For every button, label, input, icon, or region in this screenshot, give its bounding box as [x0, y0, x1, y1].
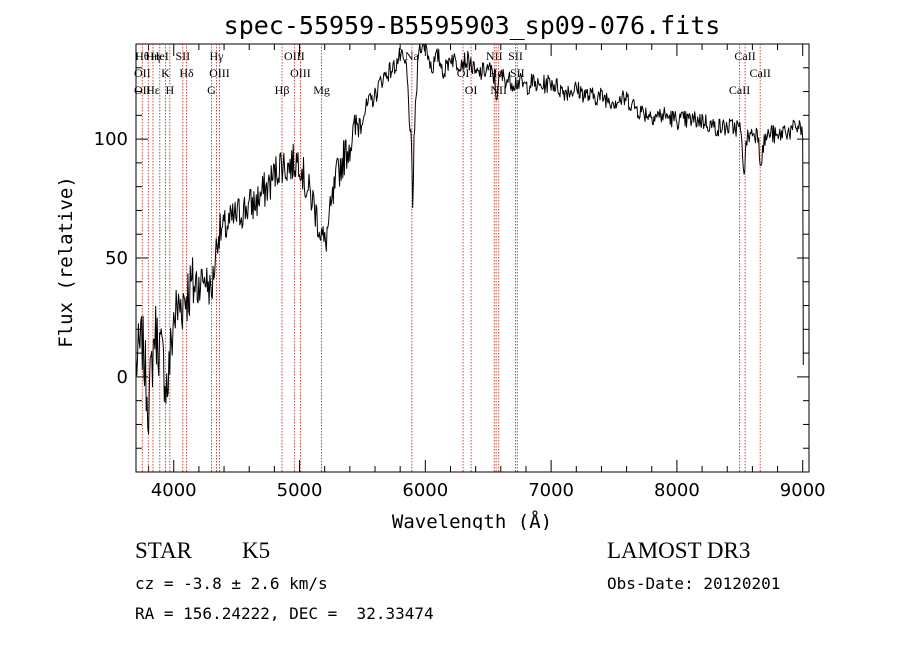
subclass-label: K5: [242, 538, 271, 563]
redshift-text: cz = -3.8 ± 2.6 km/s: [135, 574, 328, 593]
spectral-line-label: SII: [510, 66, 525, 80]
spectral-line-label: OI: [465, 83, 478, 97]
obs-date-text: Obs-Date: 20120201: [607, 574, 781, 593]
x-tick-label: 9000: [780, 480, 826, 501]
x-tick-label: 8000: [654, 480, 700, 501]
spectral-line-label: Hη: [146, 49, 161, 63]
spectral-line-label: CaII: [734, 49, 755, 63]
spectral-line-label: OII: [134, 83, 151, 97]
spectral-line-label: Hθ: [135, 49, 150, 63]
spectral-line-label: CaII: [729, 83, 750, 97]
spectral-line-label: G: [207, 83, 216, 97]
spectral-line-label: Hε: [146, 83, 160, 97]
spectral-line-label: CaII: [750, 66, 771, 80]
y-tick-label: 0: [117, 367, 128, 388]
spectral-line-label: Hγ: [210, 49, 225, 63]
spectral-lines: HθOIIOIIHεHηHeIKHSIIHδGHγOIIIHβOIIIOIIIM…: [134, 44, 771, 472]
class-label: STAR: [135, 538, 192, 563]
spectral-line-label: OIII: [290, 66, 311, 80]
spectral-line-label: H: [166, 83, 175, 97]
flux-line: [135, 43, 804, 435]
x-axis-label: Wavelength (Å): [392, 510, 552, 530]
x-tick-label: 5000: [277, 480, 323, 501]
spectral-line-label: HeI: [151, 49, 169, 63]
chart-title: spec-55959-B5595903_sp09-076.fits: [224, 11, 721, 40]
spectrum-chart: spec-55959-B5595903_sp09-076.fits 4000 50…: [55, 11, 826, 530]
coordinates-text: RA = 156.24222, DEC = 32.33474: [135, 604, 434, 623]
spectral-line-label: OII: [134, 66, 151, 80]
y-axis-label: Flux (relative): [55, 176, 77, 348]
spectral-line-label: OIII: [284, 49, 305, 63]
spectral-line-label: NII: [490, 83, 507, 97]
plot-axes: 4000 5000 6000 7000 8000 9000 0 50 100: [94, 43, 826, 501]
spectral-line-label: K: [161, 66, 170, 80]
y-tick-label: 100: [94, 129, 128, 150]
plot-frame: [135, 43, 810, 473]
spectral-line-label: SII: [508, 49, 523, 63]
survey-label: LAMOST DR3: [607, 538, 751, 563]
spectral-line-label: OIII: [209, 66, 230, 80]
spectral-line-label: Mg: [313, 83, 330, 97]
spectral-line-label: OI: [457, 66, 470, 80]
x-tick-label: 7000: [528, 480, 574, 501]
spectral-line-label: SII: [175, 49, 190, 63]
spectral-line-label: NII: [486, 49, 503, 63]
spectral-line-label: Na: [405, 49, 420, 63]
flux-series: [135, 43, 804, 435]
spectral-line-label: Hδ: [179, 66, 194, 80]
x-tick-label: 6000: [402, 480, 448, 501]
x-tick-label: 4000: [151, 480, 197, 501]
y-tick-label: 50: [105, 248, 128, 269]
spectral-line-label: Hβ: [275, 83, 290, 97]
